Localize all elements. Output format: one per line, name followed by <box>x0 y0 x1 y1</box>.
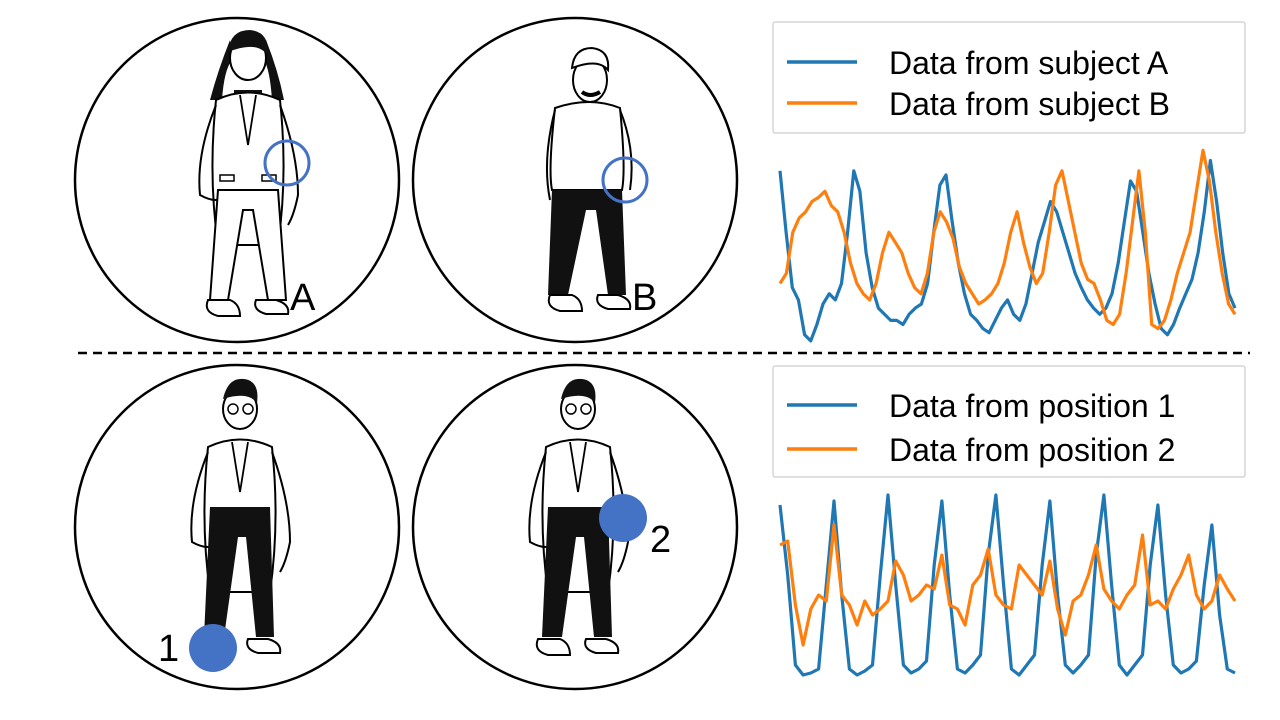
sensor-marker-2 <box>599 494 647 542</box>
person-position-2 <box>528 378 629 656</box>
figure-label-2: 2 <box>650 519 671 561</box>
series-line-2 <box>778 148 1237 331</box>
series-line-1 <box>778 158 1237 343</box>
legend-top: Data from subject A Data from subject B <box>772 21 1246 134</box>
legend-label-subject-a: Data from subject A <box>889 45 1169 81</box>
series-line-2 <box>779 523 1237 647</box>
figure-circle-a: A <box>73 16 401 344</box>
legend-label-position-2: Data from position 2 <box>889 432 1175 468</box>
person-subject-a <box>198 30 299 317</box>
sensor-marker-b <box>601 156 649 204</box>
sensor-marker-a <box>263 139 311 187</box>
legend-label-subject-b: Data from subject B <box>889 86 1170 122</box>
figure-circle-1: 1 <box>73 363 401 691</box>
figure-label-b: B <box>632 277 657 319</box>
person-position-1 <box>190 378 291 656</box>
figure-circle-2: 2 <box>411 363 739 691</box>
sensor-marker-1 <box>189 624 237 672</box>
figure-circle-b: B <box>411 16 739 344</box>
series-line-1 <box>778 493 1236 677</box>
signal-chart-top <box>778 148 1237 343</box>
legend-bottom: Data from position 1 Data from position … <box>772 365 1246 478</box>
legend-label-position-1: Data from position 1 <box>889 388 1175 424</box>
figure-label-a: A <box>290 277 316 319</box>
signal-chart-bottom <box>778 493 1237 677</box>
figure-label-1: 1 <box>158 628 179 670</box>
